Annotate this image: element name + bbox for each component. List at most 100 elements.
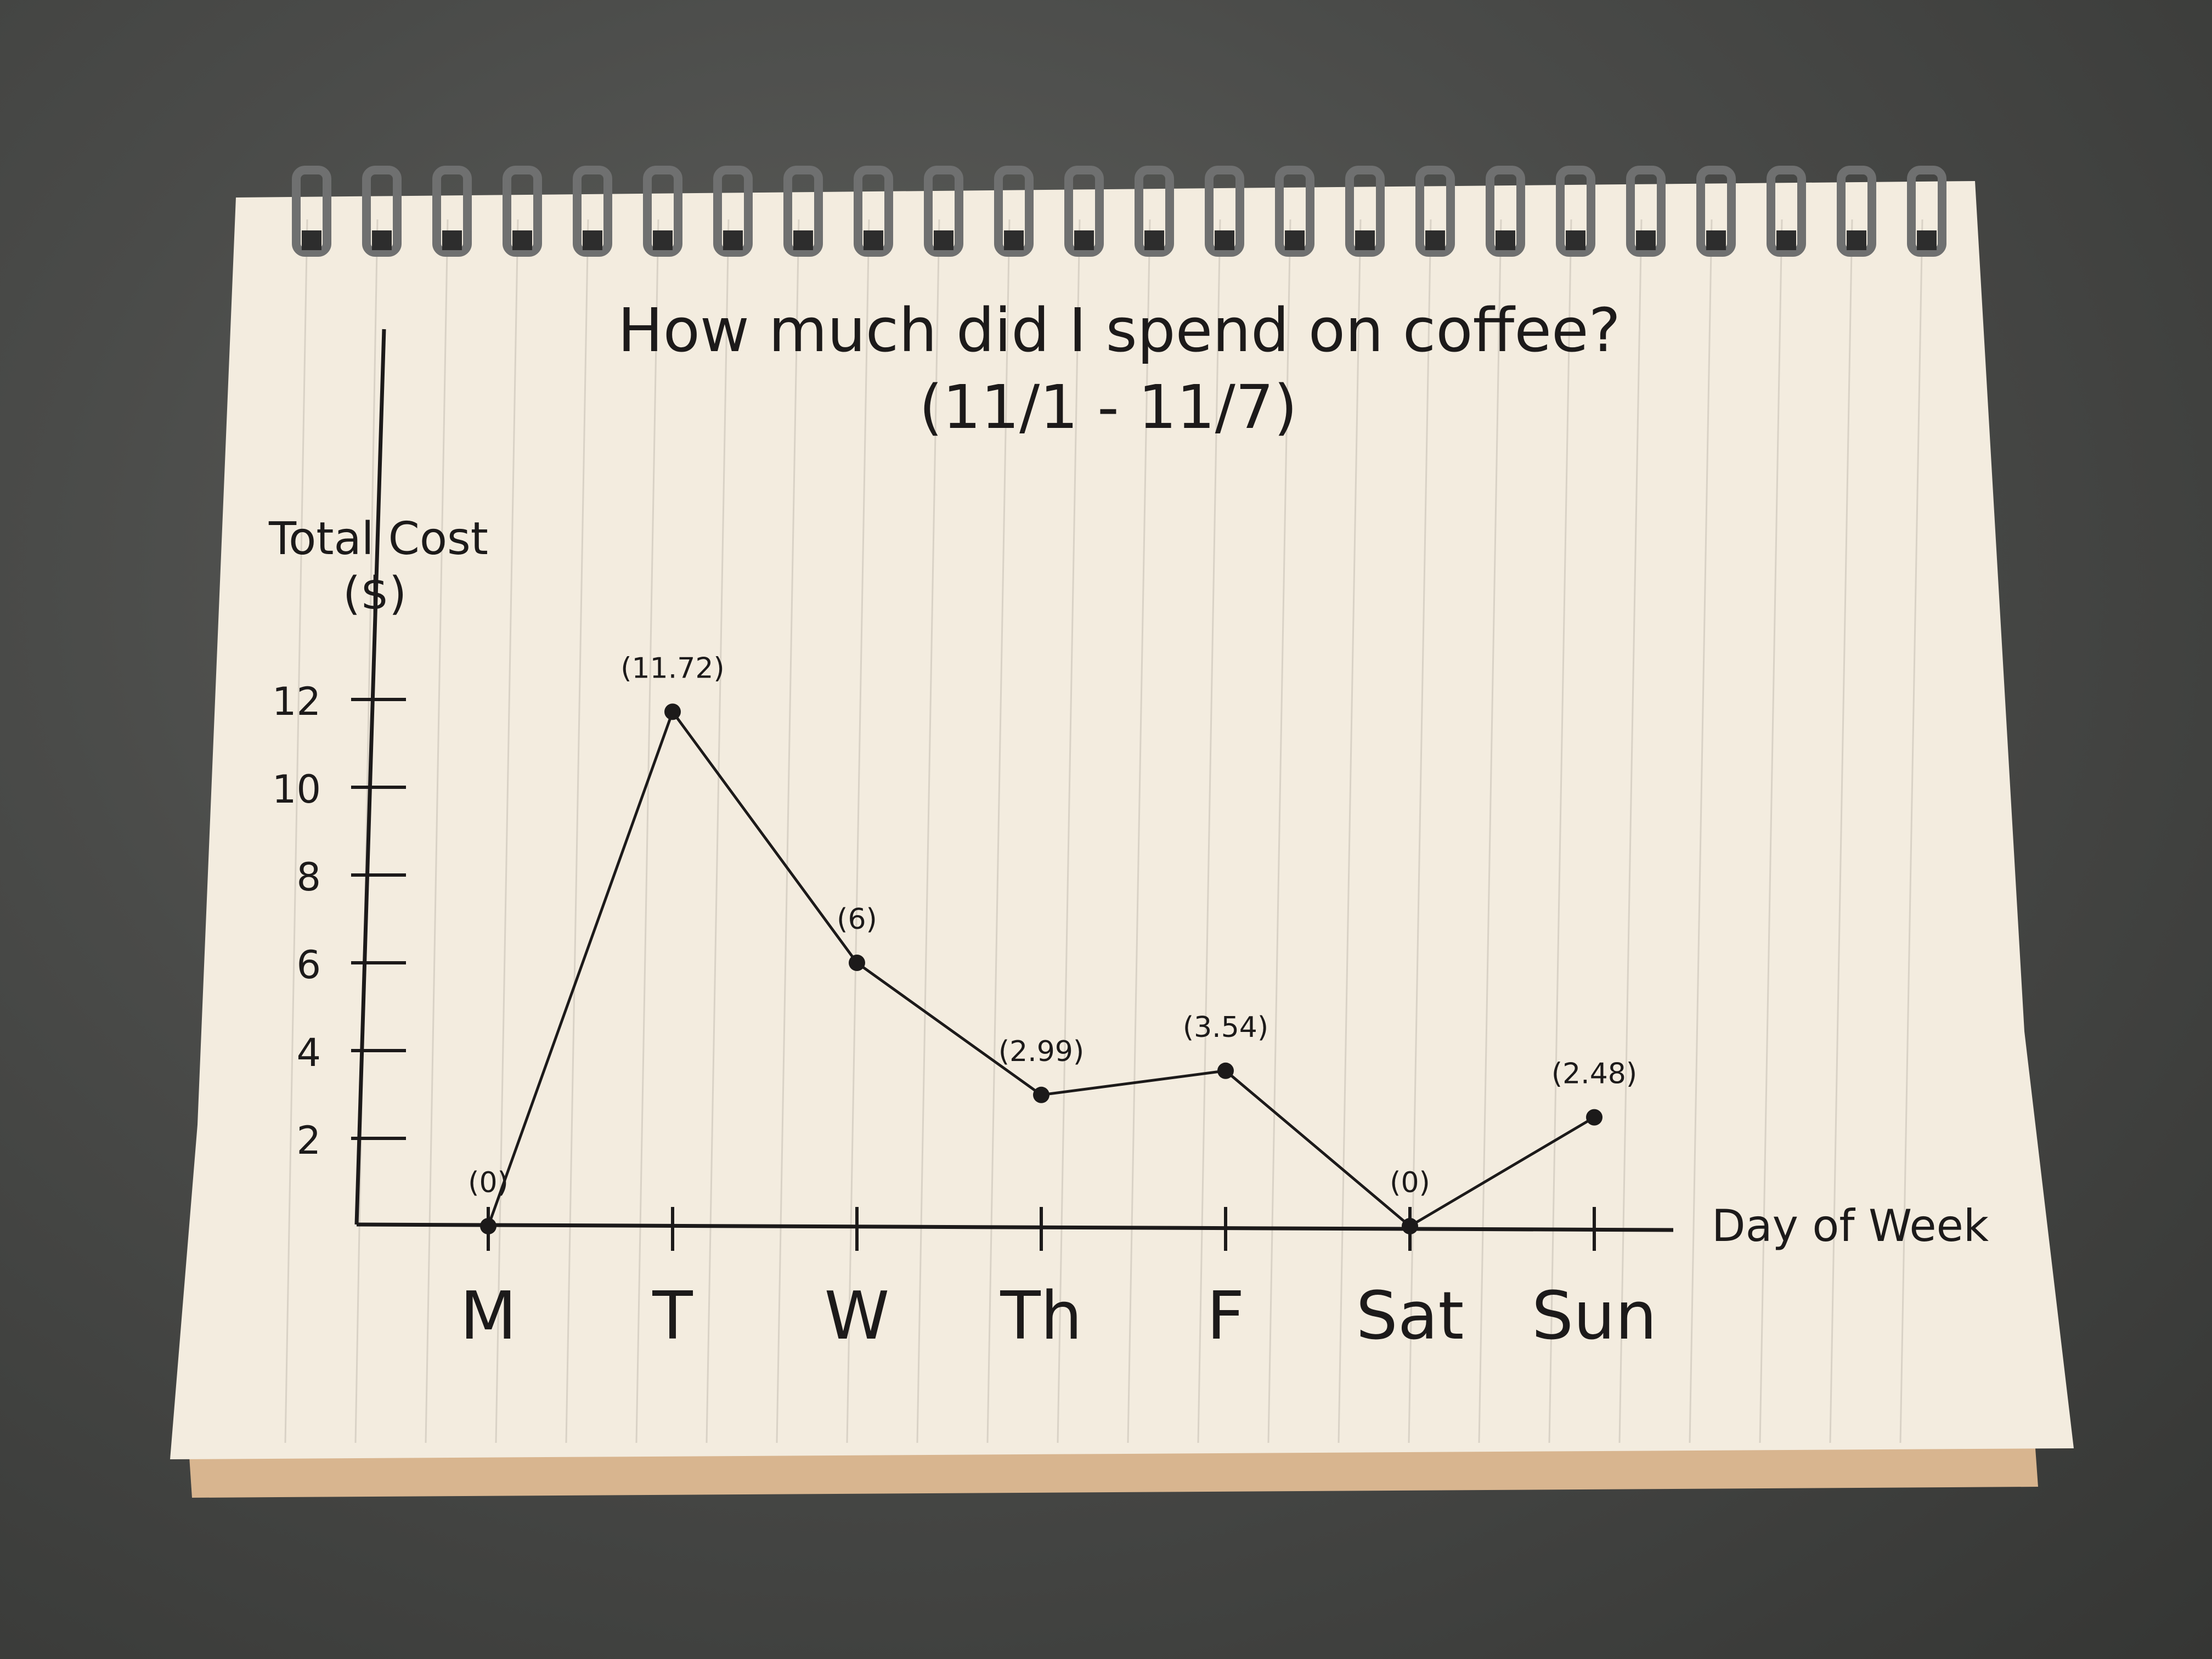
binding-ring (1135, 166, 1174, 257)
x-tick-label-m: M (460, 1278, 517, 1355)
y-tick-label-10: 10 (272, 767, 321, 812)
binding-hole (1706, 230, 1726, 250)
page-rule-line (565, 219, 589, 1443)
x-tick-label-t: T (652, 1278, 693, 1355)
page-rule-line (1338, 219, 1362, 1443)
page-rule-line (1548, 219, 1572, 1443)
binding-hole (1215, 230, 1234, 250)
binding-ring (1556, 166, 1595, 257)
y-tick-label-12: 12 (272, 679, 321, 724)
page-rule-line (1829, 219, 1853, 1443)
binding-ring (503, 166, 542, 257)
binding-hole (442, 230, 462, 250)
data-label-m: (0) (468, 1166, 509, 1199)
binding-hole (1355, 230, 1375, 250)
page-rule-line (635, 219, 659, 1443)
binding-hole (1144, 230, 1164, 250)
binding-hole (1917, 230, 1937, 250)
y-axis-line (354, 329, 386, 1225)
data-label-sat: (0) (1390, 1166, 1430, 1199)
page-rules (284, 219, 1923, 1443)
page-rule-line (1408, 219, 1432, 1443)
binding-ring (1837, 166, 1876, 257)
binding-hole (1285, 230, 1305, 250)
x-tick-label-sat: Sat (1356, 1278, 1464, 1355)
binding-hole (864, 230, 883, 250)
binding-hole (1566, 230, 1585, 250)
page-rule-line (916, 219, 940, 1443)
binding-ring (573, 166, 612, 257)
page-rule-line (1899, 219, 1923, 1443)
binding-ring (854, 166, 893, 257)
page-rule-line (1618, 219, 1643, 1443)
page-rule-line (354, 219, 379, 1443)
binding-hole (793, 230, 813, 250)
binding-hole (1004, 230, 1024, 250)
binding-ring (1205, 166, 1244, 257)
x-axis-title: Day of Week (1712, 1200, 1989, 1251)
binding-ring (1626, 166, 1666, 257)
axes (354, 329, 1674, 1232)
page-rule-line (284, 219, 308, 1443)
binding-hole (1776, 230, 1796, 250)
page-rule-line (1689, 219, 1713, 1443)
binding-hole (653, 230, 673, 250)
binding-hole (1425, 230, 1445, 250)
data-label-w: (6) (837, 903, 877, 936)
x-ticks: M T W Th F Sat Sun (460, 1207, 1657, 1355)
x-tick-label-th: Th (1000, 1278, 1082, 1355)
data-label-sun: (2.48) (1551, 1058, 1637, 1091)
y-tick-label-4: 4 (296, 1030, 321, 1075)
y-tick-label-6: 6 (296, 943, 321, 988)
binding-ring (1907, 166, 1946, 257)
x-tick-label-f: F (1206, 1278, 1244, 1355)
binding-ring (1064, 166, 1104, 257)
notebook (170, 166, 2074, 1498)
binding-ring (1486, 166, 1525, 257)
data-point-w (849, 955, 865, 971)
notebook-page (170, 181, 2074, 1459)
page-rule-line (846, 219, 870, 1443)
page-rule-line (1127, 219, 1151, 1443)
binding-hole (372, 230, 392, 250)
binding-hole (583, 230, 602, 250)
page-rule-line (986, 219, 1011, 1443)
binding-ring (994, 166, 1034, 257)
page-rule-line (425, 219, 449, 1443)
x-tick-label-sun: Sun (1532, 1278, 1657, 1355)
binding-ring (432, 166, 472, 257)
page-rule-line (1478, 219, 1502, 1443)
data-point-m (480, 1218, 496, 1234)
binding-ring (1767, 166, 1806, 257)
x-axis-line (356, 1222, 1674, 1232)
page-rule-line (706, 219, 730, 1443)
binding-ring (713, 166, 753, 257)
y-tick-label-8: 8 (296, 855, 321, 900)
page-rule-line (1197, 219, 1221, 1443)
y-ticks: 2 4 6 8 10 12 (272, 679, 406, 1163)
data-label-th: (2.99) (998, 1035, 1084, 1068)
page-rule-line (1057, 219, 1081, 1443)
page-rule-line (495, 219, 519, 1443)
series-coffee-spend: (0) (11.72) (6) (2.99) (3.54) (0) (2.48) (468, 652, 1637, 1234)
binding-hole (1847, 230, 1866, 250)
data-point-sun (1586, 1109, 1602, 1126)
binding-ring (783, 166, 823, 257)
data-point-th (1033, 1086, 1049, 1103)
chart-titles: How much did I spend on coffee? (11/1 - … (618, 295, 1621, 442)
binding-ring (1345, 166, 1385, 257)
data-point-t (664, 703, 681, 720)
binding-hole (723, 230, 743, 250)
data-point-sat (1402, 1218, 1418, 1234)
binding-ring (292, 166, 331, 257)
page-rule-line (1759, 219, 1783, 1443)
binding-hole (1636, 230, 1656, 250)
binding-hole (302, 230, 321, 250)
binding-ring (362, 166, 402, 257)
page-rule-line (1267, 219, 1291, 1443)
chart-subtitle: (11/1 - 11/7) (919, 372, 1297, 442)
binding-hole (1074, 230, 1094, 250)
binding-hole (934, 230, 953, 250)
